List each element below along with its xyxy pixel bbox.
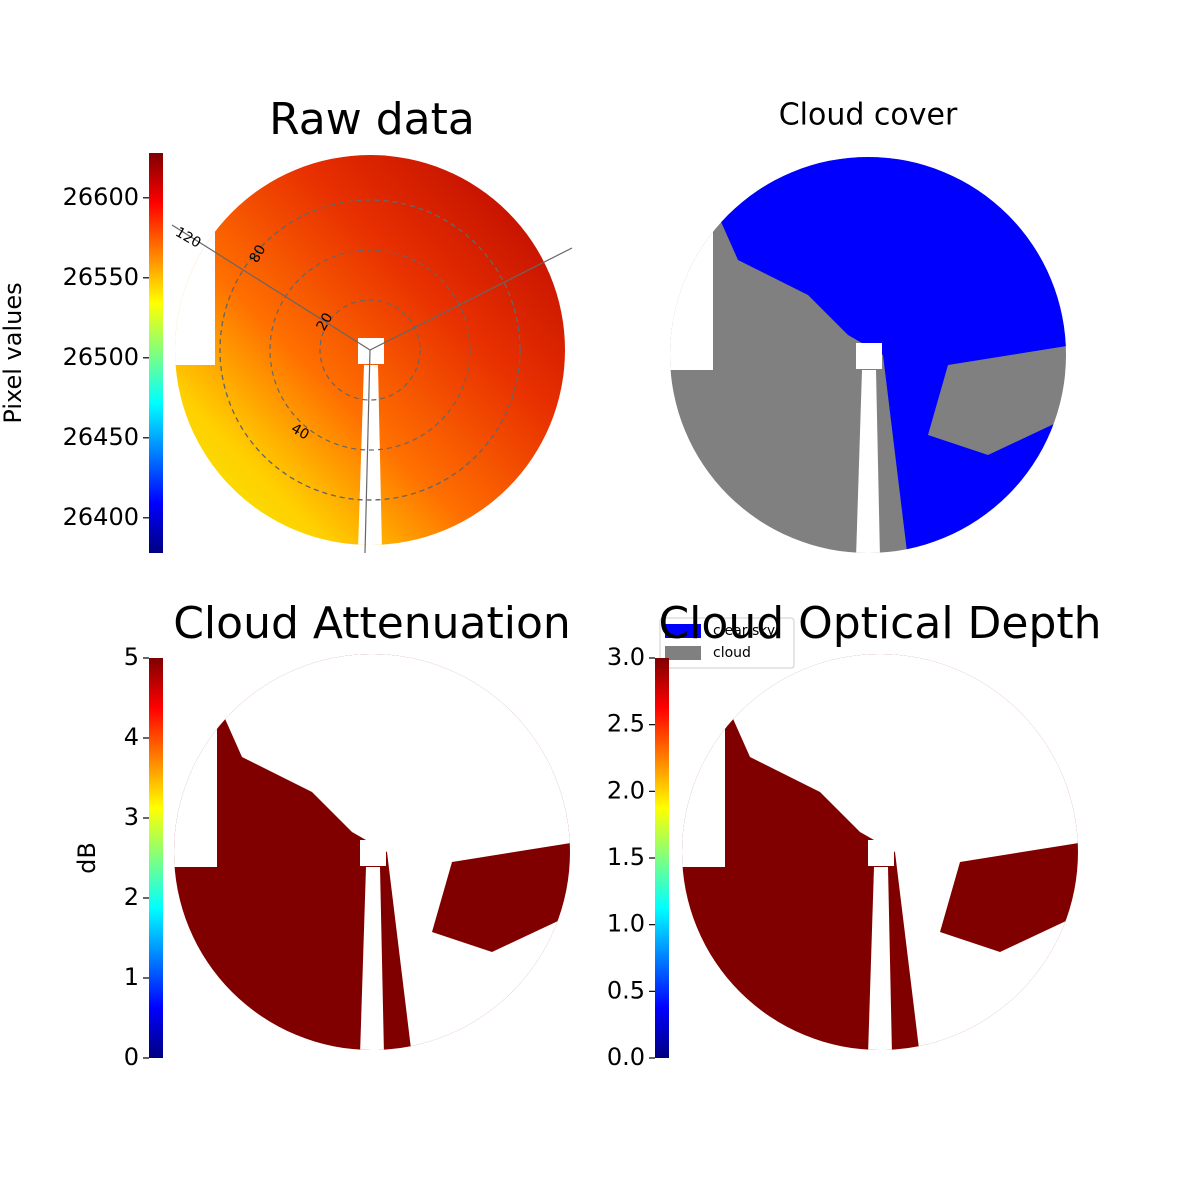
legend-label: cloud bbox=[713, 645, 751, 661]
colorbar-tick-label: 1.5 bbox=[607, 843, 645, 871]
sky-image bbox=[174, 654, 570, 1050]
shadow-band bbox=[868, 867, 892, 1050]
polar-label: 20 bbox=[314, 310, 337, 333]
clear-region bbox=[730, 654, 1078, 1050]
axis-line bbox=[369, 247, 573, 351]
left-cut bbox=[670, 157, 713, 370]
colorbar-tick-label: 0.0 bbox=[607, 1043, 645, 1071]
colorbar-tick-label: 26400 bbox=[63, 503, 139, 531]
ring bbox=[219, 199, 521, 501]
shadow-band bbox=[856, 370, 880, 553]
colorbar-tick-label: 1 bbox=[124, 963, 139, 991]
center-block bbox=[360, 840, 386, 866]
center-block bbox=[868, 840, 894, 866]
ring bbox=[319, 299, 421, 401]
left-cut bbox=[174, 654, 217, 867]
panel: Cloud cover clear sky cloud bbox=[659, 98, 1066, 669]
colorbar-tick-label: 26550 bbox=[63, 263, 139, 291]
panel-title: Cloud cover bbox=[779, 98, 958, 133]
panel-title: Cloud Attenuation bbox=[173, 598, 571, 649]
legend: clear sky cloud bbox=[659, 617, 795, 669]
polar-label: 120 bbox=[172, 224, 203, 251]
polar-overlay bbox=[171, 199, 573, 554]
colorbar-label: dB bbox=[73, 842, 101, 874]
colorbar-label: Pixel values bbox=[0, 282, 27, 423]
polar-label: 40 bbox=[288, 421, 311, 444]
colorbar-tick-label: 26450 bbox=[63, 423, 139, 451]
colorbar bbox=[149, 153, 163, 553]
center-block bbox=[358, 338, 384, 364]
panel-title: Raw data bbox=[269, 94, 475, 145]
legend-swatch bbox=[665, 646, 701, 660]
sky-image bbox=[682, 654, 1078, 1050]
colorbar-tick-label: 2.0 bbox=[607, 776, 645, 804]
colorbar-tick-label: 1.0 bbox=[607, 910, 645, 938]
colorbar-tick-label: 3.0 bbox=[607, 643, 645, 671]
colorbar-tick-label: 5 bbox=[124, 643, 139, 671]
colorbar bbox=[149, 658, 163, 1058]
polar-label: 80 bbox=[247, 242, 270, 265]
axis-line bbox=[364, 349, 371, 554]
panel: Cloud Attenuation 0 1 2 3 4 5 dB bbox=[73, 598, 571, 1071]
axis-line bbox=[171, 224, 371, 351]
clear-region bbox=[718, 157, 1066, 553]
shadow-band bbox=[358, 365, 382, 545]
colorbar-tick-label: 2 bbox=[124, 883, 139, 911]
panel-title: Cloud Optical Depth bbox=[658, 598, 1101, 649]
clear-region bbox=[222, 654, 570, 1050]
panel: 120 80 20 40 Raw data 26400 26450 26500 26550 266… bbox=[0, 94, 573, 554]
colorbar-tick-label: 4 bbox=[124, 723, 139, 751]
legend-label: clear sky bbox=[713, 623, 775, 639]
panel: Cloud Optical Depth 0.0 0.5 1.0 1.5 2.0 2.5 3.0 bbox=[607, 598, 1102, 1071]
shadow-band bbox=[360, 867, 384, 1050]
center-block bbox=[856, 343, 882, 369]
colorbar-tick-label: 2.5 bbox=[607, 710, 645, 738]
colorbar-tick-label: 0.5 bbox=[607, 976, 645, 1004]
ring bbox=[269, 249, 471, 451]
colorbar-tick-label: 26500 bbox=[63, 343, 139, 371]
legend-swatch bbox=[665, 624, 701, 638]
colorbar-tick-label: 3 bbox=[124, 803, 139, 831]
sky-image bbox=[670, 157, 1066, 553]
sky-image bbox=[175, 155, 565, 545]
colorbar bbox=[655, 658, 669, 1058]
left-cut bbox=[175, 155, 215, 365]
colorbar-tick-label: 26600 bbox=[63, 183, 139, 211]
colorbar-tick-label: 0 bbox=[124, 1043, 139, 1071]
left-cut bbox=[682, 654, 725, 867]
